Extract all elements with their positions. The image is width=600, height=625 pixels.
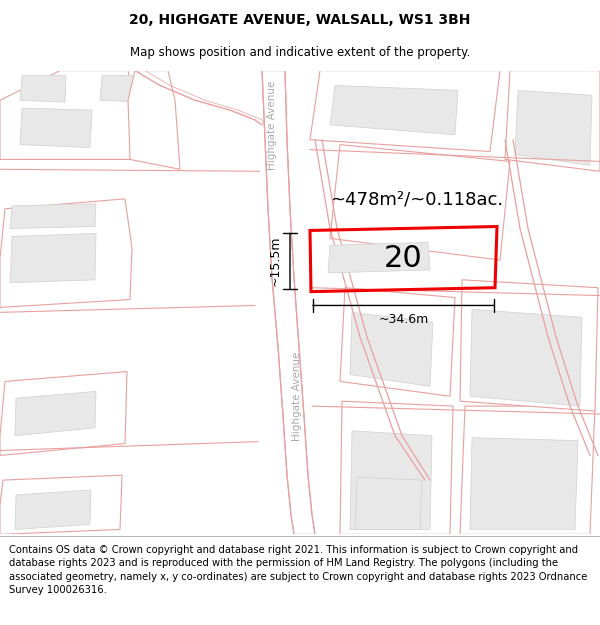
Text: 20: 20 (383, 244, 422, 272)
Polygon shape (262, 71, 315, 534)
Text: Contains OS data © Crown copyright and database right 2021. This information is : Contains OS data © Crown copyright and d… (9, 545, 587, 595)
Polygon shape (10, 233, 96, 282)
Polygon shape (330, 86, 458, 135)
Text: Highgate Avenue: Highgate Avenue (292, 351, 302, 441)
Text: 20, HIGHGATE AVENUE, WALSALL, WS1 3BH: 20, HIGHGATE AVENUE, WALSALL, WS1 3BH (130, 12, 470, 27)
Polygon shape (15, 490, 91, 529)
Text: Map shows position and indicative extent of the property.: Map shows position and indicative extent… (130, 46, 470, 59)
Polygon shape (505, 71, 600, 171)
Polygon shape (460, 406, 595, 534)
Text: ~34.6m: ~34.6m (379, 313, 428, 326)
Text: Highgate Avenue: Highgate Avenue (267, 80, 277, 169)
Polygon shape (100, 76, 141, 102)
Text: ~478m²/~0.118ac.: ~478m²/~0.118ac. (330, 191, 503, 209)
Polygon shape (355, 477, 422, 529)
Polygon shape (515, 91, 592, 166)
Polygon shape (20, 108, 92, 148)
Polygon shape (128, 71, 180, 169)
Polygon shape (470, 438, 578, 529)
Polygon shape (310, 71, 500, 151)
Polygon shape (340, 288, 455, 396)
Polygon shape (0, 71, 135, 159)
Polygon shape (0, 372, 127, 456)
Polygon shape (470, 309, 582, 406)
Polygon shape (20, 76, 66, 102)
Polygon shape (330, 144, 510, 260)
Polygon shape (340, 401, 453, 534)
Polygon shape (328, 242, 430, 273)
Text: ~15.5m: ~15.5m (269, 236, 282, 286)
Polygon shape (15, 391, 96, 436)
Polygon shape (0, 199, 132, 308)
Polygon shape (350, 431, 432, 529)
Polygon shape (0, 475, 122, 534)
Polygon shape (350, 312, 433, 386)
Polygon shape (460, 280, 598, 411)
Polygon shape (10, 204, 96, 229)
